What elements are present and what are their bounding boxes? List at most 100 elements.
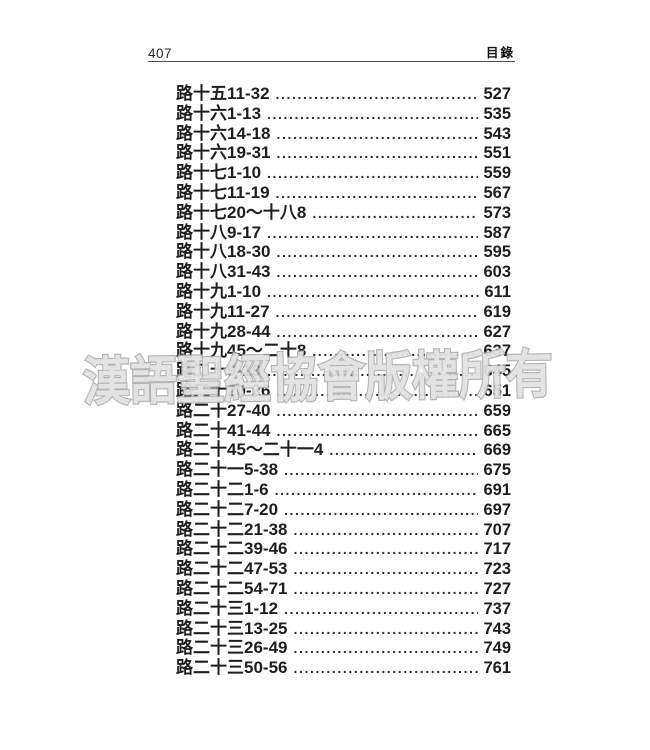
toc-entry-label: 路十八31-43 <box>176 262 271 282</box>
toc-entry-page: 559 <box>483 164 511 183</box>
dot-leader: ........................................… <box>312 204 478 221</box>
toc-entry-row: 路二十20-26 ...............................… <box>176 381 511 401</box>
toc-entry-page: 645 <box>483 362 511 381</box>
toc-entry-page: 603 <box>483 263 511 282</box>
toc-entry-row: 路十八18-30 ...............................… <box>176 242 511 262</box>
toc-entry-row: 路十七11-19 ...............................… <box>176 183 511 203</box>
toc-entry-page: 727 <box>483 579 511 598</box>
dot-leader: ........................................… <box>267 105 479 122</box>
toc-entry-row: 路二十三13-25 ..............................… <box>176 619 511 639</box>
toc-entry-page: 543 <box>483 124 511 143</box>
toc-entry-row: 路二十二39-46 ..............................… <box>176 539 511 559</box>
toc-entry-page: 595 <box>483 243 511 262</box>
dot-leader: ........................................… <box>293 580 478 597</box>
toc-entry-label: 路十八18-30 <box>176 242 271 262</box>
toc-entry-row: 路二十27-40 ...............................… <box>176 401 511 421</box>
dot-leader: ........................................… <box>276 125 479 142</box>
toc-entry-label: 路十九1-10 <box>176 281 262 301</box>
toc-entry-row: 路二十二54-71 ..............................… <box>176 579 511 599</box>
dot-leader: ........................................… <box>329 442 478 459</box>
dot-leader: ........................................… <box>274 481 479 498</box>
toc-entry-page: 665 <box>483 421 511 440</box>
toc-entry-page: 749 <box>483 639 511 658</box>
toc-entry-label: 路二十二21-38 <box>176 519 288 539</box>
dot-leader: ........................................… <box>267 165 479 182</box>
toc-entry-label: 路二十二1-6 <box>176 479 269 499</box>
toc-entry-row: 路二十二47-53 ..............................… <box>176 559 511 579</box>
dot-leader: ........................................… <box>293 541 478 558</box>
toc-entry-row: 路二十9-19 ................................… <box>176 361 511 381</box>
toc-entry-page: 637 <box>483 342 511 361</box>
dot-leader: ........................................… <box>275 303 479 320</box>
header-rule <box>148 61 515 62</box>
toc-entry-row: 路十五11-32 ...............................… <box>176 84 511 104</box>
toc-entry-label: 路二十二47-53 <box>176 559 288 579</box>
dot-leader: ........................................… <box>284 501 478 518</box>
toc-entry-row: 路二十三50-56 ..............................… <box>176 658 511 678</box>
toc-entry-page: 717 <box>483 540 511 559</box>
dot-leader: ........................................… <box>312 343 478 360</box>
toc-entry-label: 路十五11-32 <box>176 84 270 103</box>
toc-entry-row: 路二十45～二十一4 .............................… <box>176 440 511 460</box>
toc-entry-page: 761 <box>483 659 511 678</box>
dot-leader: ........................................… <box>267 363 479 380</box>
toc-list: 路十五11-32 ...............................… <box>176 84 511 678</box>
toc-entry-label: 路二十三1-12 <box>176 598 279 618</box>
toc-entry-page: 567 <box>483 183 511 202</box>
toc-entry-page: 697 <box>483 500 511 519</box>
dot-leader: ........................................… <box>276 422 479 439</box>
toc-entry-label: 路十九11-27 <box>176 301 270 321</box>
toc-entry-page: 535 <box>483 104 511 123</box>
toc-entry-row: 路十七20～十八8 ..............................… <box>176 203 511 223</box>
toc-entry-label: 路十七11-19 <box>176 182 270 202</box>
toc-entry-page: 527 <box>483 85 511 103</box>
dot-leader: ........................................… <box>276 264 479 281</box>
toc-entry-row: 路二十二21-38 ..............................… <box>176 520 511 540</box>
toc-entry-row: 路十七1-10 ................................… <box>176 163 511 183</box>
dot-leader: ........................................… <box>284 462 478 479</box>
toc-entry-page: 707 <box>483 520 511 539</box>
toc-entry-label: 路二十41-44 <box>176 420 271 440</box>
dot-leader: ........................................… <box>293 640 478 657</box>
dot-leader: ........................................… <box>267 283 480 300</box>
toc-entry-row: 路二十一5-38 ...............................… <box>176 460 511 480</box>
toc-entry-label: 路十八9-17 <box>176 222 262 242</box>
dot-leader: ........................................… <box>293 561 478 578</box>
toc-entry-label: 路十九45～二十8 <box>176 341 307 361</box>
page-number: 407 <box>148 46 173 61</box>
header-title: 目錄 <box>485 46 515 60</box>
dot-leader: ........................................… <box>276 323 479 340</box>
toc-entry-row: 路二十三1-12 ...............................… <box>176 599 511 619</box>
toc-entry-page: 619 <box>483 302 511 321</box>
toc-entry-label: 路二十二39-46 <box>176 539 288 559</box>
toc-entry-row: 路十六19-31 ...............................… <box>176 143 511 163</box>
toc-entry-label: 路二十二7-20 <box>176 499 279 519</box>
toc-entry-label: 路二十三13-25 <box>176 618 288 638</box>
toc-entry-page: 627 <box>483 322 511 341</box>
toc-entry-row: 路十八31-43 ...............................… <box>176 262 511 282</box>
toc-entry-page: 743 <box>483 619 511 638</box>
toc-entry-label: 路十七20～十八8 <box>176 202 307 222</box>
dot-leader: ........................................… <box>293 620 478 637</box>
toc-entry-page: 551 <box>483 144 511 163</box>
toc-entry-page: 737 <box>483 599 511 618</box>
toc-entry-label: 路十七1-10 <box>176 163 262 183</box>
toc-entry-page: 573 <box>483 203 511 222</box>
toc-entry-row: 路十八9-17 ................................… <box>176 223 511 243</box>
dot-leader: ........................................… <box>275 86 479 102</box>
toc-entry-row: 路十九45～二十8 ..............................… <box>176 341 511 361</box>
toc-entry-page: 651 <box>483 381 511 400</box>
toc-entry-page: 659 <box>483 401 511 420</box>
toc-entry-page: 675 <box>483 461 511 480</box>
dot-leader: ........................................… <box>267 224 479 241</box>
toc-entry-label: 路二十三50-56 <box>176 658 288 678</box>
toc-entry-page: 723 <box>483 560 511 579</box>
toc-entry-row: 路十九11-27 ...............................… <box>176 302 511 322</box>
toc-entry-page: 587 <box>483 223 511 242</box>
toc-entry-label: 路二十45～二十一4 <box>176 440 324 460</box>
toc-entry-label: 路二十9-19 <box>176 361 262 381</box>
dot-leader: ........................................… <box>284 600 478 617</box>
toc-entry-page: 669 <box>483 441 511 460</box>
toc-entry-row: 路二十三26-49 ..............................… <box>176 638 511 658</box>
